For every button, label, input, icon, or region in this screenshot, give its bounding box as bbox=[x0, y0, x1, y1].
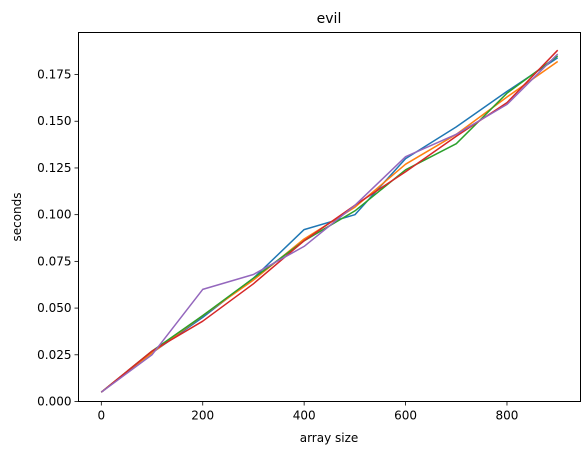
series-line-3 bbox=[100, 55, 559, 393]
x-axis-label: array size bbox=[300, 431, 359, 445]
y-tick-label: 0.075 bbox=[37, 254, 71, 268]
y-tick-label: 0.025 bbox=[37, 348, 71, 362]
y-tick-label: 0.175 bbox=[37, 68, 71, 82]
plot-frame bbox=[78, 32, 581, 402]
y-axis-label: seconds bbox=[10, 192, 24, 241]
y-tick-label: 0.050 bbox=[37, 301, 71, 315]
y-tick-label: 0.100 bbox=[37, 208, 71, 222]
x-tick-label: 400 bbox=[293, 409, 316, 423]
y-tick-label: 0.150 bbox=[37, 114, 71, 128]
series-line-4 bbox=[100, 49, 559, 393]
x-tick-label: 800 bbox=[496, 409, 519, 423]
x-tick-label: 600 bbox=[394, 409, 417, 423]
axis-ticks: 0 200 400 600 800 0.000 0.025 0.050 0.075 0.100 0.… bbox=[37, 68, 518, 423]
y-tick-label: 0.000 bbox=[37, 395, 71, 409]
x-tick-label: 0 bbox=[97, 409, 105, 423]
x-tick-label: 200 bbox=[191, 409, 214, 423]
series-lines bbox=[100, 49, 559, 393]
chart-title: evil bbox=[317, 11, 342, 27]
series-line-5 bbox=[100, 53, 559, 393]
y-tick-label: 0.125 bbox=[37, 161, 71, 175]
